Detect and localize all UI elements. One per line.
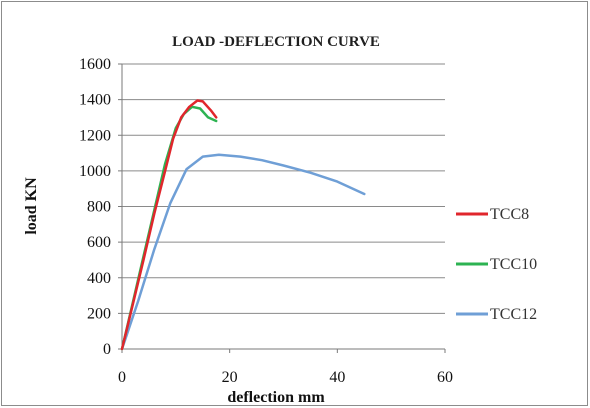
series-line-tcc12 — [120, 153, 366, 351]
legend-label-tcc12: TCC12 — [490, 306, 537, 323]
series-lines — [120, 99, 366, 351]
series-line-tcc10 — [120, 105, 218, 351]
legend-label-tcc8: TCC8 — [490, 206, 529, 223]
x-axis-label: deflection mm — [227, 389, 325, 406]
y-tick-label-200: 200 — [87, 305, 111, 322]
legend-label-tcc10: TCC10 — [490, 256, 537, 273]
gridlines — [122, 63, 445, 314]
y-tick-label-800: 800 — [87, 199, 111, 216]
y-tick-label-600: 600 — [87, 234, 111, 251]
series-line-tcc8 — [120, 99, 218, 351]
y-tick-label-1200: 1200 — [79, 127, 111, 144]
y-tick-label-400: 400 — [87, 270, 111, 287]
y-tick-label-1600: 1600 — [79, 56, 111, 73]
axes — [118, 63, 446, 353]
x-tick-label-60: 60 — [437, 369, 453, 386]
chart-title: LOAD -DEFLECTION CURVE — [172, 34, 380, 50]
y-axis-label: load KN — [23, 177, 40, 235]
y-tick-label-1400: 1400 — [79, 92, 111, 109]
x-tick-label-20: 20 — [222, 369, 238, 386]
tick-labels: 0 200 400 600 800 1000 1200 1400 1600 0 20 40 60 — [79, 56, 453, 386]
y-tick-label-0: 0 — [103, 341, 111, 358]
y-tick-label-1000: 1000 — [79, 163, 111, 180]
x-tick-label-40: 40 — [329, 369, 345, 386]
x-tick-label-0: 0 — [118, 369, 126, 386]
legend: TCC8 TCC10 TCC12 — [456, 206, 537, 323]
